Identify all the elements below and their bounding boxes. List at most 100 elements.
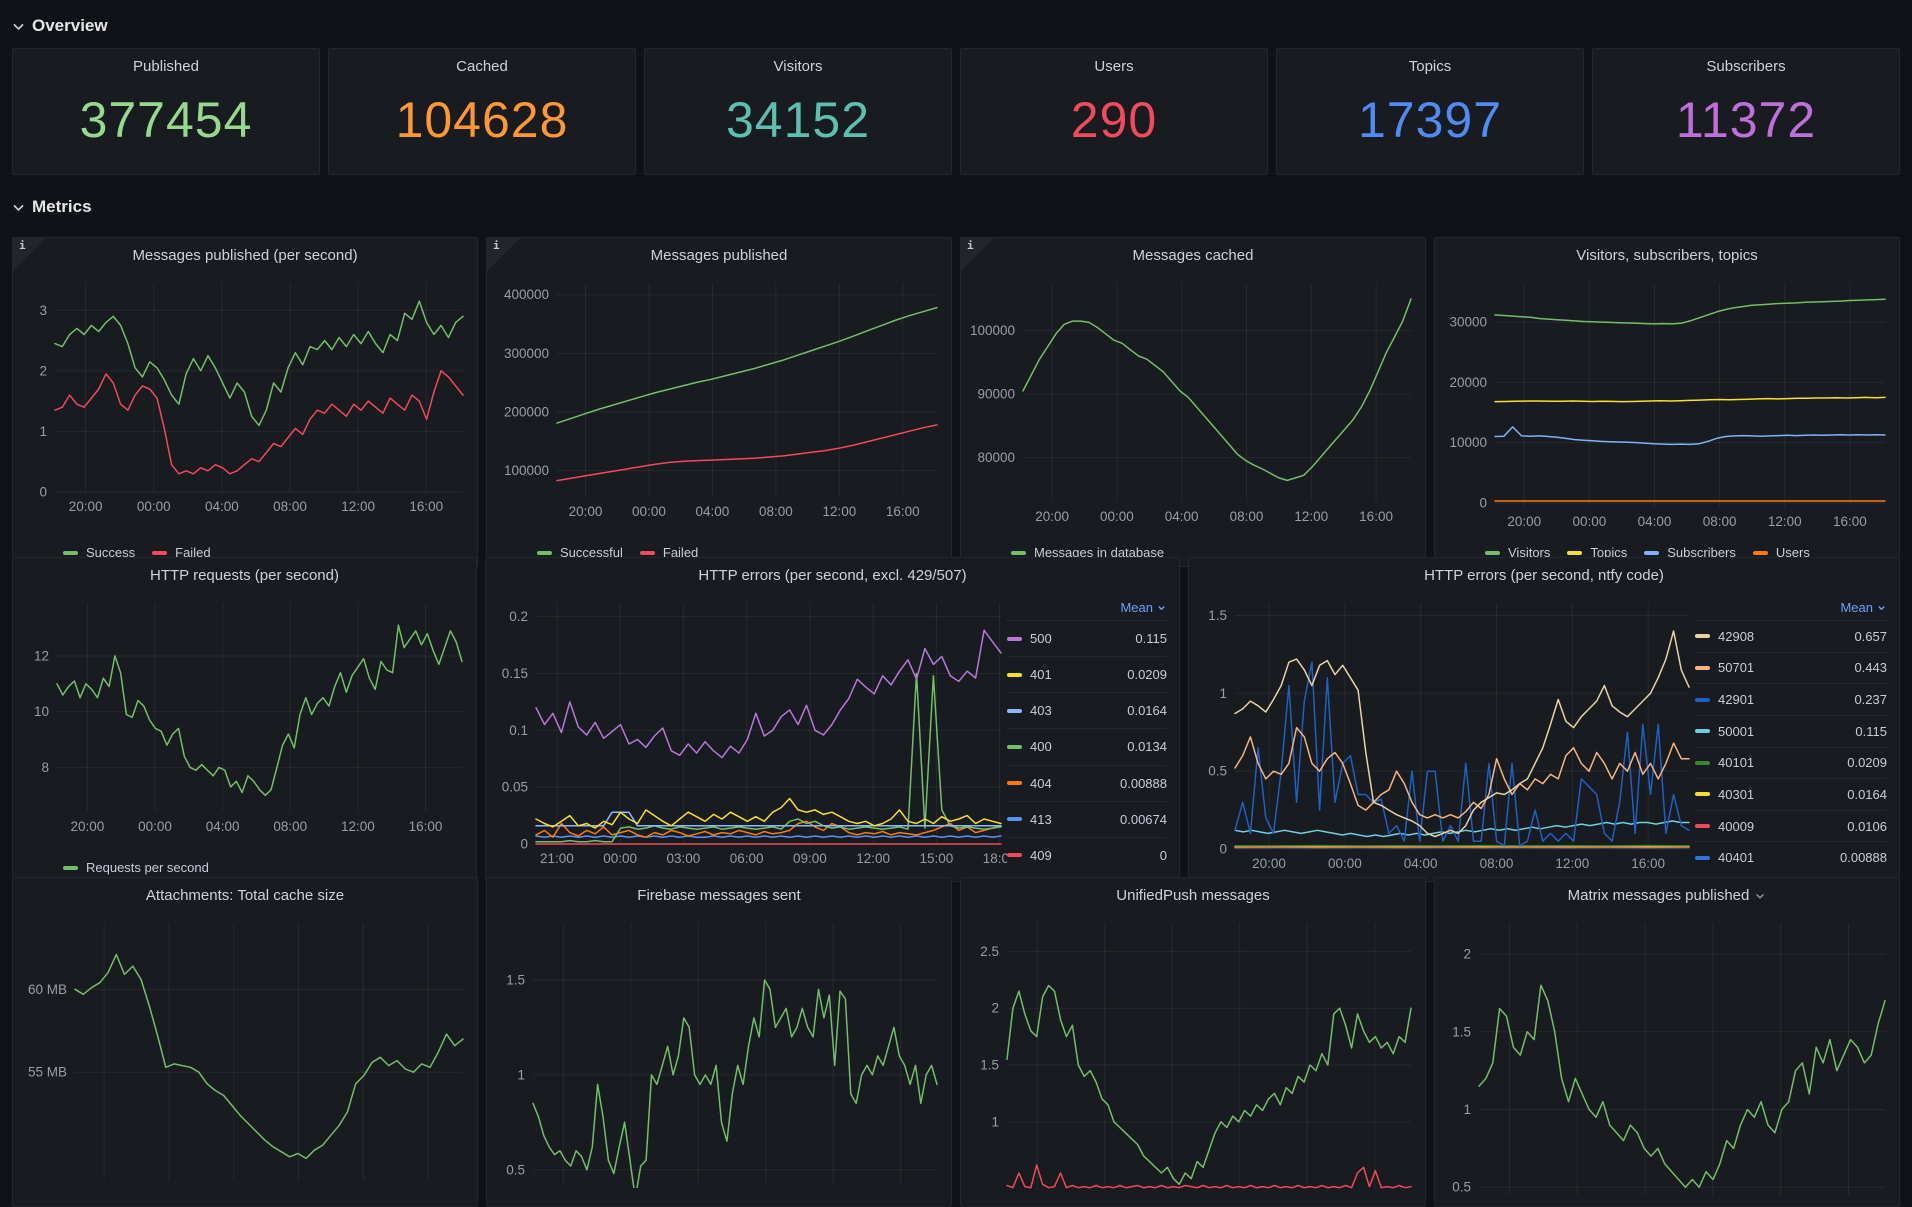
- legend-item[interactable]: Requests per second: [63, 860, 209, 875]
- chart-attachments-cache-size[interactable]: 55 MB 60 MB: [17, 913, 469, 1206]
- svg-text:08:00: 08:00: [1230, 509, 1264, 524]
- legend-table-row[interactable]: 40101 0.0209: [1695, 746, 1887, 779]
- chart-unifiedpush-messages[interactable]: 1 1.5 2 2.5: [965, 913, 1417, 1206]
- svg-text:1: 1: [517, 1067, 525, 1082]
- section-overview-header[interactable]: Overview: [12, 8, 1900, 44]
- panel-title[interactable]: Messages cached: [1132, 247, 1254, 264]
- panel-info-corner[interactable]: i: [13, 238, 46, 271]
- legend-table-row[interactable]: 40401 0.00888: [1695, 841, 1887, 873]
- legend-item[interactable]: Successful: [537, 545, 623, 560]
- chart-http-errors-excl[interactable]: 21:00 00:00 03:00 06:00 09:00 12:00 15:00 18:0 0…: [490, 593, 1017, 881]
- legend-item[interactable]: Subscribers: [1644, 545, 1736, 560]
- legend-item[interactable]: Topics: [1567, 545, 1627, 560]
- legend-item[interactable]: Failed: [639, 545, 698, 560]
- legend-swatch: [1007, 817, 1022, 822]
- panel-title[interactable]: UnifiedPush messages: [1116, 887, 1270, 904]
- chart-messages-cached[interactable]: 20:00 00:00 04:00 08:00 12:00 16:00 80000 90000…: [965, 273, 1417, 539]
- legend-table-row[interactable]: 40301 0.0164: [1695, 778, 1887, 810]
- chart-firebase-messages[interactable]: 0.5 1 1.5: [491, 913, 943, 1206]
- panel-info-corner[interactable]: i: [487, 238, 520, 271]
- svg-text:12:00: 12:00: [822, 504, 856, 519]
- svg-text:20:00: 20:00: [1507, 514, 1541, 529]
- svg-text:1.5: 1.5: [980, 1058, 999, 1073]
- legend-item[interactable]: Failed: [152, 545, 211, 560]
- legend-swatch: [1695, 760, 1710, 765]
- section-metrics-header[interactable]: Metrics: [12, 189, 1900, 225]
- legend-series-name: 40301: [1718, 786, 1755, 802]
- legend-table-row[interactable]: 409 0: [1007, 836, 1167, 873]
- chart-matrix-messages[interactable]: 0.5 1 1.5 2: [1439, 913, 1891, 1206]
- section-title: Metrics: [32, 197, 92, 216]
- chart-visitors-subscribers-topics[interactable]: 20:00 00:00 04:00 08:00 12:00 16:00 0 10000 2000…: [1439, 273, 1891, 539]
- svg-text:00:00: 00:00: [138, 819, 172, 834]
- legend-item[interactable]: Users: [1752, 545, 1810, 560]
- svg-text:00:00: 00:00: [137, 499, 171, 514]
- svg-text:1: 1: [991, 1114, 999, 1129]
- info-icon: i: [19, 239, 26, 252]
- chart-http-requests[interactable]: 20:00 00:00 04:00 08:00 12:00 16:00 8 10 12: [17, 593, 468, 854]
- svg-text:100000: 100000: [970, 323, 1015, 338]
- svg-text:0.5: 0.5: [1452, 1180, 1471, 1195]
- legend-item[interactable]: Success: [63, 545, 135, 560]
- svg-text:400000: 400000: [504, 287, 549, 302]
- stat-label: Published: [133, 58, 199, 75]
- legend-table-row[interactable]: 40009 0.0106: [1695, 809, 1887, 842]
- legend-mean-value: 0.00888: [1120, 775, 1167, 791]
- legend-series-name: 40009: [1718, 818, 1755, 834]
- svg-text:04:00: 04:00: [1638, 514, 1672, 529]
- chart-legend: Visitors Topics Subscribers Users: [1435, 539, 1899, 566]
- legend-table-row[interactable]: 404 0.00888: [1007, 764, 1167, 801]
- legend-item[interactable]: Messages in database: [1011, 545, 1164, 560]
- legend-swatch: [1695, 792, 1710, 797]
- svg-text:20:00: 20:00: [569, 504, 603, 519]
- svg-text:300000: 300000: [504, 346, 549, 361]
- legend-table-row[interactable]: 42908 0.657: [1695, 620, 1887, 652]
- svg-text:04:00: 04:00: [205, 499, 239, 514]
- legend-table-row[interactable]: 403 0.0164: [1007, 692, 1167, 728]
- panel-title[interactable]: Firebase messages sent: [637, 887, 801, 904]
- info-icon: i: [493, 239, 500, 252]
- svg-text:16:00: 16:00: [886, 504, 920, 519]
- svg-text:12:00: 12:00: [1555, 856, 1589, 871]
- panel-title[interactable]: Visitors, subscribers, topics: [1576, 247, 1758, 264]
- svg-text:90000: 90000: [977, 387, 1015, 402]
- chart-messages-published[interactable]: 20:00 00:00 04:00 08:00 12:00 16:00 100000 2000…: [491, 273, 943, 539]
- legend-table-row[interactable]: 413 0.00674: [1007, 800, 1167, 837]
- legend-mean-value: 0.0209: [1847, 755, 1887, 771]
- svg-text:09:00: 09:00: [793, 851, 827, 866]
- panel-title[interactable]: Messages published: [650, 247, 788, 264]
- panel-attachments-cache-size: Attachments: Total cache size 55 MB 60 MB: [12, 877, 478, 1207]
- legend-table-row[interactable]: 401 0.0209: [1007, 656, 1167, 692]
- legend-mean-header[interactable]: Mean: [1007, 595, 1167, 620]
- legend-table-row[interactable]: 500 0.115: [1007, 620, 1167, 656]
- legend-item[interactable]: Visitors: [1485, 545, 1550, 560]
- legend-swatch: [1695, 855, 1710, 860]
- legend-series-name: 500: [1030, 631, 1052, 647]
- panel-http-requests: HTTP requests (per second) 20:00 00:00 04:…: [12, 557, 477, 882]
- stat-value: 11372: [1675, 91, 1817, 148]
- legend-swatch: [1007, 744, 1022, 749]
- chevron-down-icon: [13, 23, 24, 30]
- panel-title[interactable]: HTTP errors (per second, excl. 429/507): [698, 567, 967, 584]
- legend-table-row[interactable]: 50701 0.443: [1695, 651, 1887, 684]
- panel-title[interactable]: Messages published (per second): [132, 247, 358, 264]
- legend-series-name: 42901: [1718, 692, 1755, 708]
- svg-text:08:00: 08:00: [1480, 856, 1514, 871]
- chart-http-errors-ntfy[interactable]: 20:00 00:00 04:00 08:00 12:00 16:00 0 0.5 1 1.5: [1193, 593, 1695, 881]
- legend-table-row[interactable]: 400 0.0134: [1007, 728, 1167, 764]
- legend-mean-header[interactable]: Mean: [1695, 595, 1887, 620]
- panel-info-corner[interactable]: i: [961, 238, 994, 271]
- legend-mean-value: 0.115: [1855, 723, 1887, 739]
- stat-panel-published: Published 377454: [12, 48, 320, 175]
- svg-text:20:00: 20:00: [69, 499, 103, 514]
- legend-mean-value: 0.657: [1854, 628, 1887, 644]
- chart-messages-published-rate[interactable]: 20:00 00:00 04:00 08:00 12:00 16:00 0 1 2 3: [17, 273, 469, 539]
- panel-title[interactable]: HTTP errors (per second, ntfy code): [1424, 567, 1664, 584]
- svg-text:0: 0: [39, 485, 47, 500]
- legend-table-row[interactable]: 50001 0.115: [1695, 714, 1887, 747]
- panel-title[interactable]: Matrix messages published: [1435, 878, 1899, 913]
- legend-table-row[interactable]: 42901 0.237: [1695, 683, 1887, 715]
- panel-title[interactable]: HTTP requests (per second): [150, 567, 339, 584]
- panel-title[interactable]: Attachments: Total cache size: [145, 887, 345, 904]
- metrics-row-3: Attachments: Total cache size 55 MB 60 MB…: [12, 877, 1900, 1207]
